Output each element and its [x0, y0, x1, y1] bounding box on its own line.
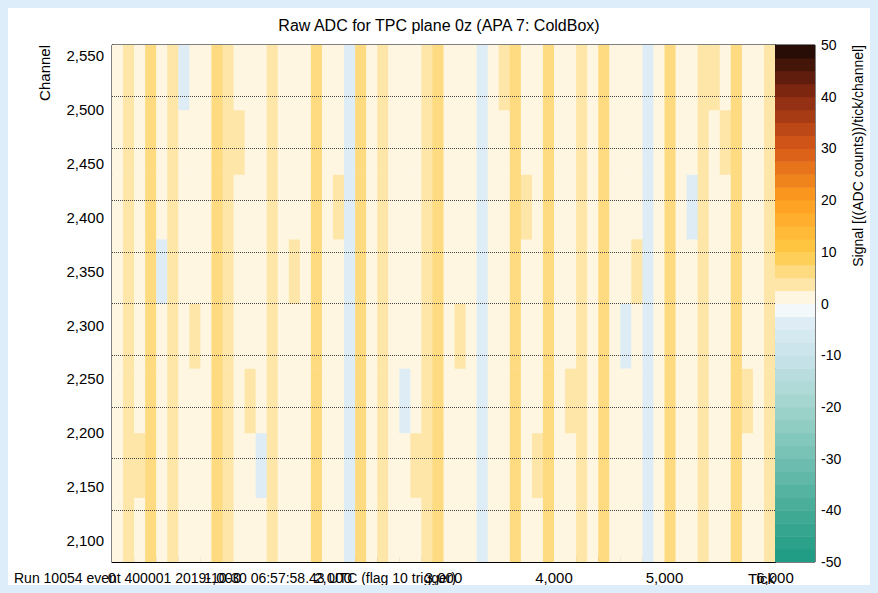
svg-text:30: 30 [821, 140, 837, 156]
svg-text:3,000: 3,000 [425, 569, 463, 586]
svg-text:0: 0 [821, 296, 829, 312]
svg-text:10: 10 [821, 244, 837, 260]
svg-text:2,100: 2,100 [66, 532, 104, 549]
svg-text:Signal [((ADC counts))/tick/ch: Signal [((ADC counts))/tick/channel] [850, 45, 866, 267]
svg-text:-40: -40 [821, 502, 841, 518]
svg-text:2,350: 2,350 [66, 263, 104, 280]
svg-text:2,300: 2,300 [66, 317, 104, 334]
svg-text:Channel: Channel [36, 45, 53, 101]
svg-text:4,000: 4,000 [535, 569, 573, 586]
svg-text:0: 0 [108, 569, 116, 586]
svg-text:-50: -50 [821, 554, 841, 570]
svg-text:-10: -10 [821, 347, 841, 363]
svg-text:2,400: 2,400 [66, 209, 104, 226]
svg-text:1,000: 1,000 [204, 569, 242, 586]
svg-text:50: 50 [821, 37, 837, 53]
svg-text:Run 10054 event 400001 2019-10: Run 10054 event 400001 2019-10-30 06:57:… [14, 570, 456, 586]
svg-text:-20: -20 [821, 399, 841, 415]
svg-text:2,000: 2,000 [314, 569, 352, 586]
svg-text:Raw ADC for TPC plane 0z (APA: Raw ADC for TPC plane 0z (APA 7: ColdBox… [278, 17, 599, 34]
svg-text:-30: -30 [821, 451, 841, 467]
svg-text:2,200: 2,200 [66, 424, 104, 441]
svg-text:2,150: 2,150 [66, 478, 104, 495]
svg-text:2,450: 2,450 [66, 155, 104, 172]
svg-text:5,000: 5,000 [646, 569, 684, 586]
svg-text:2,500: 2,500 [66, 101, 104, 118]
svg-text:2,550: 2,550 [66, 47, 104, 64]
svg-text:40: 40 [821, 89, 837, 105]
svg-text:6,000: 6,000 [756, 569, 794, 586]
svg-text:2,250: 2,250 [66, 370, 104, 387]
svg-text:20: 20 [821, 192, 837, 208]
